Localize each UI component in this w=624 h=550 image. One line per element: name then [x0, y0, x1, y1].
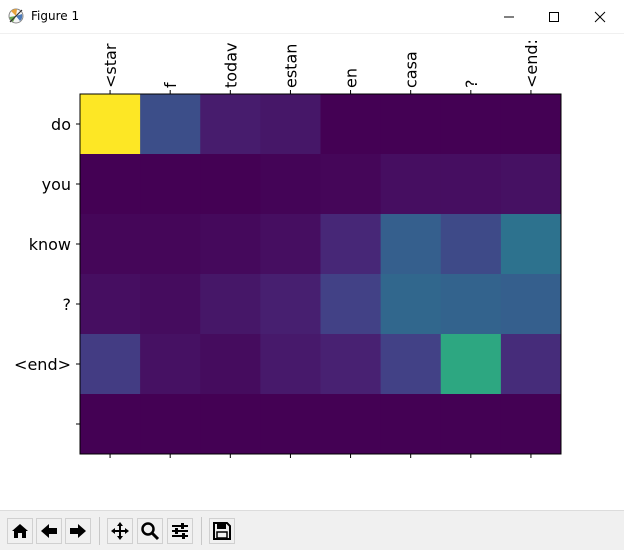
heatmap-cell	[260, 94, 321, 155]
heatmap-cell	[80, 274, 141, 335]
x-tick-label: casa	[402, 51, 421, 88]
heatmap-cell	[320, 274, 382, 335]
x-tick-label: ?	[462, 80, 481, 89]
configure-subplots-button[interactable]	[167, 518, 193, 544]
heatmap-cell	[200, 394, 261, 455]
home-icon	[12, 524, 28, 538]
heatmap-cell	[380, 394, 442, 455]
heatmap-cell	[440, 394, 502, 455]
heatmap-cell	[320, 94, 382, 155]
pan-button[interactable]	[107, 518, 133, 544]
minimize-icon	[504, 16, 514, 18]
axes-frame	[79, 93, 562, 455]
heatmap-cell	[500, 274, 562, 335]
heatmap-cell	[200, 334, 261, 395]
heatmap-cell	[380, 334, 442, 395]
save-button[interactable]	[209, 518, 235, 544]
maximize-button[interactable]	[531, 0, 577, 33]
toolbar-separator	[99, 517, 100, 545]
heatmap-cell	[380, 214, 442, 275]
toolbar-separator	[201, 517, 202, 545]
heatmap-cell	[500, 334, 562, 395]
heatmap-cell	[140, 94, 201, 155]
x-tick-label: <star	[101, 43, 120, 88]
heatmap-cell	[260, 214, 321, 275]
heatmap-cell	[440, 274, 502, 335]
x-tick-label: en	[342, 68, 361, 88]
figure-canvas[interactable]: <star f todav estan en casa? <end: do you know? <e…	[1, 34, 623, 510]
matplotlib-icon	[8, 8, 24, 24]
heatmap-cell	[500, 154, 562, 215]
heatmap-cell	[260, 154, 321, 215]
arrow-right-icon	[70, 524, 86, 538]
heatmap-cell	[500, 94, 562, 155]
attention-heatmap: <star f todav estan en casa? <end: do you know? <e…	[14, 39, 562, 458]
heatmap-cell	[320, 394, 382, 455]
move-icon	[111, 522, 129, 540]
y-tick-label: you	[42, 175, 71, 194]
floppy-disk-icon	[213, 522, 231, 540]
sliders-icon	[172, 523, 188, 539]
heatmap-cell	[440, 214, 502, 275]
y-tick-label: ?	[63, 295, 72, 314]
heatmap-cell	[80, 154, 141, 215]
window-title: Figure 1	[31, 9, 80, 23]
minimize-button[interactable]	[486, 0, 532, 33]
heatmap-cell	[140, 214, 201, 275]
close-icon	[594, 11, 606, 23]
heatmap-cell	[380, 94, 442, 155]
heatmap-cell	[140, 334, 201, 395]
heatmap-cell	[80, 394, 141, 455]
title-bar: Figure 1	[0, 0, 624, 34]
heatmap-cell	[260, 394, 321, 455]
back-button[interactable]	[36, 518, 62, 544]
heatmap-cell	[320, 154, 382, 215]
x-tick-label: f	[161, 82, 180, 88]
magnifier-icon	[141, 522, 160, 541]
heatmap-cell	[80, 334, 141, 395]
y-tick-label: <end>	[14, 355, 71, 374]
heatmap-cell	[440, 154, 502, 215]
heatmap-cell	[80, 94, 141, 155]
maximize-icon	[549, 12, 559, 22]
heatmap-cell	[440, 94, 502, 155]
y-tick-label: do	[51, 115, 71, 134]
heatmap-cell	[140, 394, 201, 455]
arrow-left-icon	[41, 524, 57, 538]
x-tick-label: estan	[281, 44, 300, 88]
heatmap-cell	[260, 334, 321, 395]
zoom-button[interactable]	[137, 518, 163, 544]
navigation-toolbar	[0, 510, 624, 550]
forward-button[interactable]	[65, 518, 91, 544]
heatmap-cell	[260, 274, 321, 335]
heatmap-cell	[200, 154, 261, 215]
heatmap-cell	[140, 274, 201, 335]
x-tick-label: todav	[221, 43, 240, 89]
heatmap-cell	[200, 214, 261, 275]
heatmap-cell	[200, 94, 261, 155]
heatmap-cell	[200, 274, 261, 335]
heatmap-cell	[500, 394, 562, 455]
x-tick-label: <end:	[522, 39, 541, 88]
heatmap-cell	[380, 154, 442, 215]
heatmap-cell	[140, 154, 201, 215]
close-button[interactable]	[577, 0, 623, 33]
heatmap-cell	[380, 274, 442, 335]
heatmap-cell	[500, 214, 562, 275]
heatmap-cell	[320, 334, 382, 395]
heatmap-cell	[80, 214, 141, 275]
y-tick-label: know	[29, 235, 71, 254]
heatmap-cell	[320, 214, 382, 275]
heatmap-cell	[440, 334, 502, 395]
home-button[interactable]	[7, 518, 33, 544]
